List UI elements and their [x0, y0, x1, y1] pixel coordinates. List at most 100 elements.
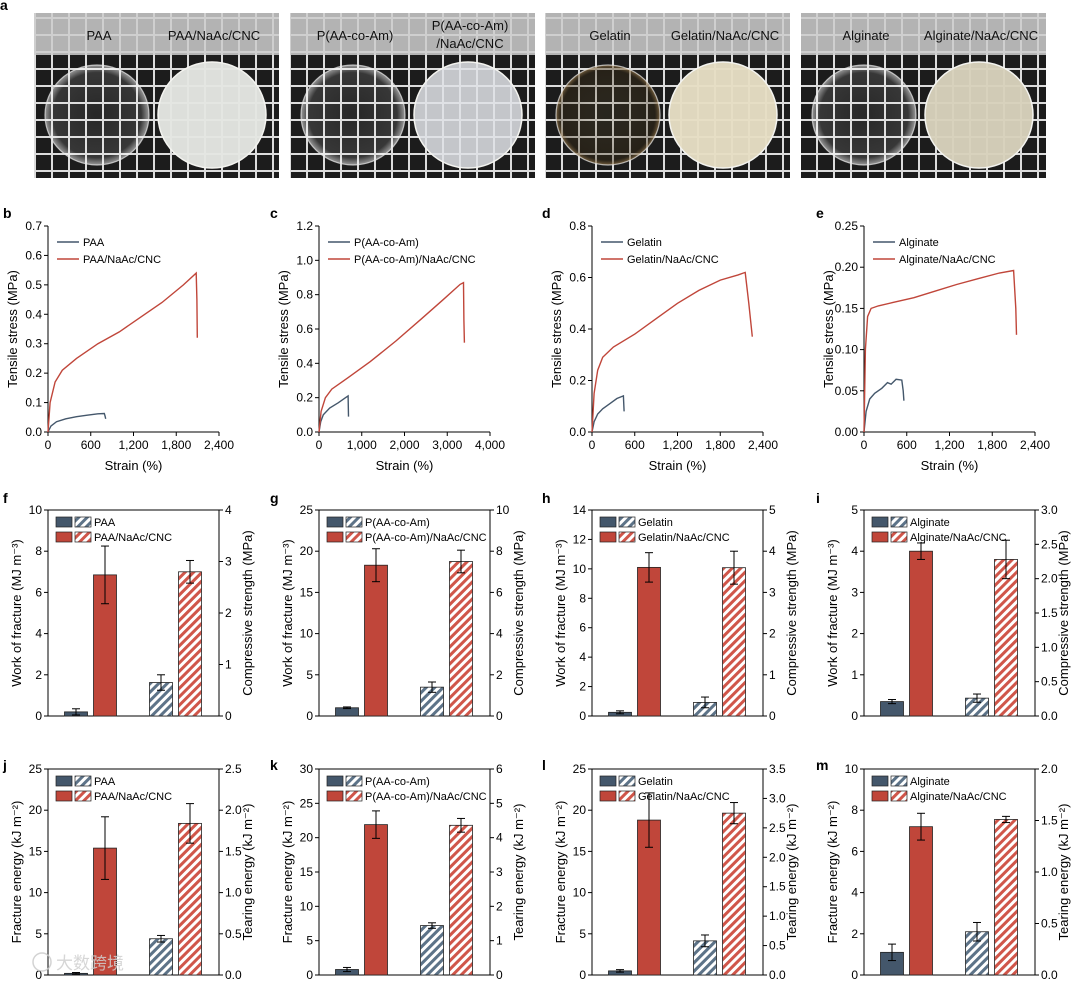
y2-tick-label: 1	[225, 658, 232, 672]
legend-swatch-hatched	[618, 531, 636, 543]
photo-label-right: PAA/NaAc/CNC	[168, 28, 260, 43]
y2-tick-label: 0.5	[769, 939, 786, 953]
y2-tick-label: 0.0	[225, 968, 242, 981]
series-line-2	[318, 281, 466, 433]
panel-letter-a: a	[0, 0, 8, 13]
y2-tick-label: 4	[769, 544, 776, 558]
y-tick-label: 0	[579, 968, 586, 981]
y-axis-label: Fracture energy (kJ m⁻²)	[280, 801, 295, 944]
y-tick-label: 8	[579, 591, 586, 605]
photo-label-right: Alginate/NaAc/CNC	[924, 28, 1038, 43]
y-tick-label: 30	[300, 762, 314, 776]
y-tick-label: 3	[851, 585, 858, 599]
panel-letter-k: k	[270, 757, 278, 773]
y-axis-label: Work of fracture (MJ m⁻³)	[280, 539, 295, 686]
y-tick-label: 5	[306, 668, 313, 682]
y-tick-label: 14	[573, 503, 587, 517]
legend-swatch-hatched	[345, 531, 363, 543]
y2-axis-label: Compressive strength (MPa)	[1056, 530, 1071, 695]
x-tick-label: 2,400	[748, 438, 778, 452]
photo-label-right: Gelatin/NaAc/CNC	[671, 28, 779, 43]
y2-tick-label: 2	[496, 899, 503, 913]
legend-label: P(AA-co-Am)	[365, 517, 430, 529]
y-tick-label: 0.4	[296, 356, 313, 370]
legend-swatch-hatched	[74, 516, 92, 528]
y2-tick-label: 2	[225, 606, 232, 620]
y-axis-label: Work of fracture (MJ m⁻³)	[825, 539, 840, 686]
legend-label: Gelatin/NaAc/CNC	[627, 254, 719, 266]
y-tick-label: 0.1	[25, 396, 42, 410]
x-tick-label: 0	[316, 438, 323, 452]
photo-1: PAA PAA/NaAc/CNC	[34, 13, 279, 178]
y2-tick-label: 1.5	[1041, 606, 1058, 620]
y2-tick-label: 0	[769, 709, 776, 723]
y-axis-label: Tensile stress (MPa)	[549, 270, 564, 388]
label-strip-shade	[34, 13, 279, 55]
legend-label: PAA	[94, 776, 116, 788]
legend-swatch-solid	[599, 790, 617, 802]
legend-swatch-solid	[55, 516, 73, 528]
x-tick-label: 0	[589, 438, 596, 452]
panel-letter-e: e	[816, 205, 824, 221]
y-tick-label: 2	[851, 627, 858, 641]
composite-hydrogel-disk	[157, 61, 267, 169]
y-tick-label: 5	[306, 934, 313, 948]
y-tick-label: 6	[35, 585, 42, 599]
bar-4	[994, 559, 1018, 717]
legend-label: Gelatin	[627, 237, 662, 249]
bar-4	[994, 819, 1018, 976]
series-line-1	[318, 394, 350, 433]
pristine-hydrogel-disk	[44, 64, 150, 166]
legend-label: P(AA-co-Am)	[365, 776, 430, 788]
photo-panel-a: PAA PAA/NaAc/CNC P(AA-co-Am) P(AA-co-Am) /Na…	[34, 13, 1046, 178]
y-tick-label: 1	[851, 668, 858, 682]
series-line-2	[591, 271, 753, 433]
bar-3	[420, 925, 444, 976]
legend-swatch-solid	[326, 516, 344, 528]
line-chart-e: 0.00 0.05 0.10 0.15 0.20 0.25 0 600 1,200 1,800 2,…	[821, 219, 1050, 473]
bar-2	[909, 826, 933, 976]
y-tick-label: 0.0	[25, 425, 42, 439]
panel-letter-j: j	[2, 757, 7, 773]
series-line-2	[47, 271, 198, 433]
y2-tick-label: 3.5	[769, 762, 786, 776]
y-axis-label: Tensile stress (MPa)	[276, 270, 291, 388]
legend-swatch-hatched	[890, 531, 908, 543]
legend-label: Alginate	[910, 776, 950, 788]
y2-axis-label: Tearing energy (kJ m⁻²)	[784, 804, 799, 941]
y2-tick-label: 10	[496, 503, 510, 517]
watermark-icon	[32, 952, 52, 972]
y-tick-label: 0.3	[25, 337, 42, 351]
y2-tick-label: 2	[496, 668, 503, 682]
bar-4	[722, 567, 746, 717]
y2-tick-label: 0.0	[1041, 968, 1058, 981]
y2-axis-label: Compressive strength (MPa)	[511, 530, 526, 695]
x-tick-label: 1,800	[161, 438, 191, 452]
y2-tick-label: 1.5	[225, 844, 242, 858]
y-tick-label: 0.4	[569, 322, 586, 336]
y-tick-label: 5	[579, 927, 586, 941]
composite-hydrogel-disk	[924, 61, 1034, 169]
legend-swatch-solid	[871, 775, 889, 787]
y-tick-label: 0.00	[835, 425, 859, 439]
x-tick-label: 4,000	[475, 438, 505, 452]
y2-tick-label: 1.5	[1041, 814, 1058, 828]
y-tick-label: 20	[29, 803, 43, 817]
legend-label: P(AA-co-Am)/NaAc/CNC	[365, 532, 487, 544]
y-tick-label: 0	[851, 709, 858, 723]
legend-swatch-hatched	[345, 516, 363, 528]
y-tick-label: 6	[579, 621, 586, 635]
legend-label: Gelatin	[638, 517, 673, 529]
y-axis-label: Work of fracture (MJ m⁻³)	[9, 539, 24, 686]
y2-tick-label: 1.0	[225, 886, 242, 900]
bar-chart-f: 0 2 4 6 8 10 0 1 2 3 4 Work of fracture (MJ m⁻³) Com…	[9, 503, 255, 723]
y-axis-label: Work of fracture (MJ m⁻³)	[553, 539, 568, 686]
legend-swatch-solid	[871, 531, 889, 543]
bar-2	[909, 550, 933, 717]
y-tick-label: 0.6	[25, 248, 42, 262]
watermark: 大数跨境	[32, 952, 124, 973]
y-tick-label: 12	[573, 532, 587, 546]
y2-tick-label: 0	[496, 968, 503, 981]
